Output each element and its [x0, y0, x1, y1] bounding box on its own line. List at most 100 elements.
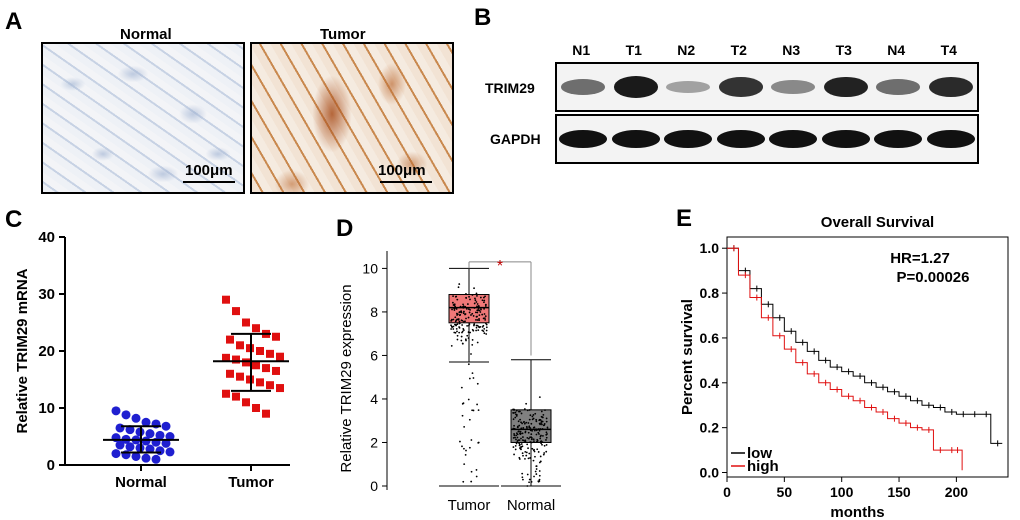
data-point: [242, 318, 250, 327]
data-point: [543, 424, 546, 426]
data-point: [468, 311, 471, 314]
data-point: [515, 442, 518, 445]
data-point: [476, 311, 479, 314]
gapdh-band: [926, 130, 975, 148]
data-point: [539, 423, 542, 426]
outlier-point: [468, 418, 471, 421]
data-point: [515, 415, 518, 417]
outlier-point: [475, 475, 478, 478]
data-point: [456, 334, 459, 337]
data-point: [475, 292, 478, 295]
data-point: [456, 318, 459, 321]
y-tick-label: 2: [370, 434, 378, 450]
data-point: [226, 369, 234, 378]
data-point: [469, 331, 472, 334]
data-point: [519, 430, 522, 433]
data-point: [545, 444, 548, 446]
data-point: [538, 433, 540, 435]
gapdh-band: [874, 130, 923, 148]
data-point: [242, 358, 250, 367]
outlier-point: [470, 439, 473, 441]
data-point: [479, 326, 482, 328]
outlier-point: [465, 449, 467, 452]
data-point: [232, 307, 240, 316]
data-point: [514, 448, 517, 451]
data-point: [545, 417, 548, 420]
trim29-band: [718, 77, 763, 97]
data-point: [276, 352, 284, 361]
data-point: [476, 341, 479, 344]
data-point: [477, 329, 480, 332]
data-point: [462, 328, 465, 330]
data-point: [475, 326, 478, 329]
data-point: [483, 313, 486, 315]
data-point: [531, 415, 534, 418]
outlier-point: [471, 409, 474, 412]
data-point: [476, 295, 478, 297]
data-point: [115, 440, 125, 450]
data-point: [125, 442, 135, 452]
data-point: [525, 421, 528, 424]
outlier-point: [535, 473, 538, 475]
data-point: [523, 422, 526, 425]
data-point: [477, 308, 480, 310]
data-point: [471, 343, 474, 346]
data-point: [530, 433, 533, 436]
outlier-point: [539, 460, 542, 463]
data-point: [483, 299, 486, 302]
x-axis-label: months: [830, 504, 884, 520]
outlier-point: [533, 475, 535, 478]
data-point: [456, 338, 459, 341]
data-point: [165, 447, 175, 457]
data-point: [520, 446, 523, 448]
data-point: [456, 298, 459, 301]
data-point: [481, 299, 484, 302]
data-point: [536, 438, 539, 441]
data-point: [462, 312, 465, 315]
data-point: [256, 347, 264, 355]
data-point: [456, 323, 459, 326]
x-tick-label: 0: [723, 484, 731, 500]
data-point: [470, 314, 472, 316]
data-point: [538, 419, 541, 422]
trim29-row-label: TRIM29: [485, 80, 535, 96]
data-point: [545, 420, 548, 423]
data-point: [466, 303, 469, 305]
trim29-band: [823, 76, 868, 98]
data-point: [538, 429, 541, 432]
lane-label: T2: [730, 42, 747, 58]
y-axis-label: Relative TRIM29 mRNA: [14, 268, 31, 433]
outlier-point: [525, 454, 528, 457]
data-point: [476, 315, 478, 318]
data-point: [155, 430, 165, 440]
data-point: [473, 287, 475, 290]
data-point: [540, 420, 543, 423]
data-point: [528, 409, 531, 411]
data-point: [540, 410, 543, 413]
data-point: [272, 332, 280, 341]
data-point: [272, 366, 280, 375]
outlier-point: [461, 445, 463, 448]
significance-star: *: [497, 258, 503, 275]
data-point: [145, 444, 155, 454]
trim29-band: [928, 76, 973, 98]
data-point: [464, 313, 467, 315]
data-point: [515, 434, 518, 437]
legend-label: high: [747, 458, 779, 475]
data-point: [514, 444, 517, 447]
outlier-point: [526, 473, 529, 476]
data-point: [540, 422, 543, 424]
outlier-point: [535, 465, 538, 468]
data-point: [516, 426, 519, 429]
data-point: [474, 311, 477, 314]
outlier-point: [475, 469, 478, 471]
data-point: [529, 414, 532, 417]
data-point: [475, 329, 478, 332]
data-point: [521, 422, 524, 425]
data-point: [161, 421, 171, 431]
data-point: [457, 286, 460, 289]
x-tick-label: 100: [830, 484, 854, 500]
outlier-point: [476, 382, 479, 385]
data-point: [475, 319, 477, 321]
lane-label: T3: [835, 42, 852, 58]
